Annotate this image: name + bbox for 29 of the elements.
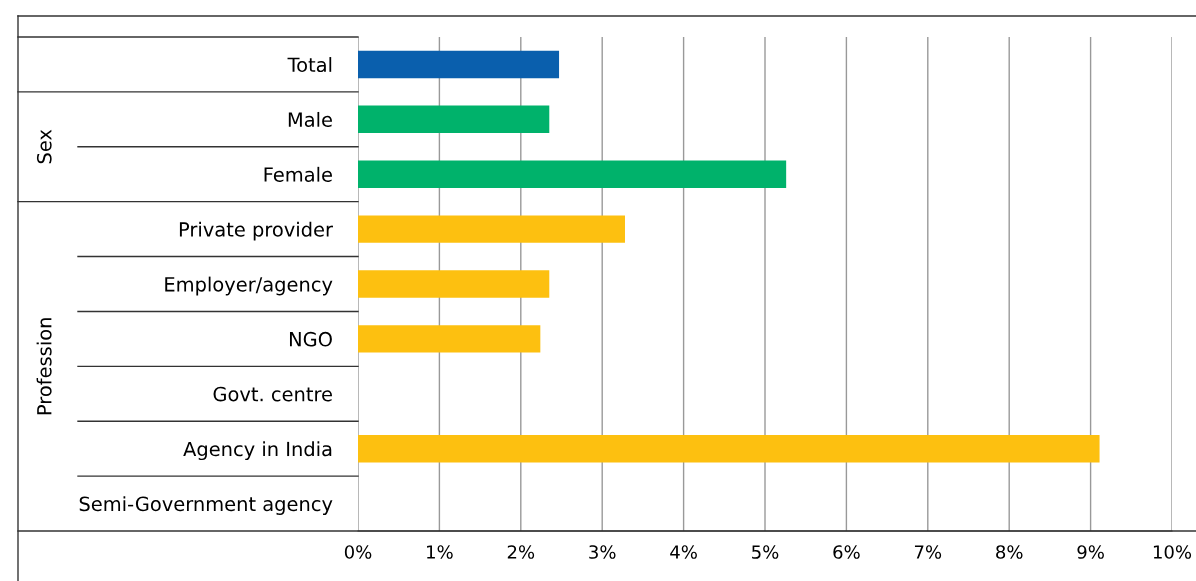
x-tick-label: 4% <box>670 545 697 559</box>
x-tick-label: 2% <box>507 545 535 559</box>
x-tick-label: 1% <box>427 545 453 559</box>
bar <box>358 50 560 79</box>
y-tick-label: Govt. centre <box>213 386 332 402</box>
y-tick-label: Male <box>288 111 332 127</box>
x-tick-label: 6% <box>833 545 860 559</box>
bar <box>358 215 625 243</box>
x-tick-label: 3% <box>589 545 616 559</box>
x-tick-label: 7% <box>914 545 942 559</box>
x-tick-label: 9% <box>1077 545 1104 559</box>
text: Sex <box>36 129 52 164</box>
y-tick-label: Agency in India <box>183 441 332 461</box>
bar <box>358 434 1100 463</box>
bar <box>358 325 541 353</box>
text: Profession <box>36 318 52 415</box>
x-tick-label: 10% <box>1153 545 1192 559</box>
bar <box>358 105 550 134</box>
x-tick-label: 5% <box>752 545 779 559</box>
y-tick-label: Private provider <box>179 221 333 241</box>
y-tick-label: Semi-Government agency <box>79 496 333 515</box>
x-tick-label: 8% <box>996 545 1023 559</box>
bar <box>358 160 787 188</box>
y-tick-label: Female <box>264 166 332 182</box>
y-tick-label: NGO <box>289 331 332 347</box>
y-tick-label: Total <box>287 57 332 73</box>
x-tick-label: 0% <box>344 545 372 559</box>
y-tick-label: Employer/agency <box>165 276 333 296</box>
bar <box>358 270 550 298</box>
